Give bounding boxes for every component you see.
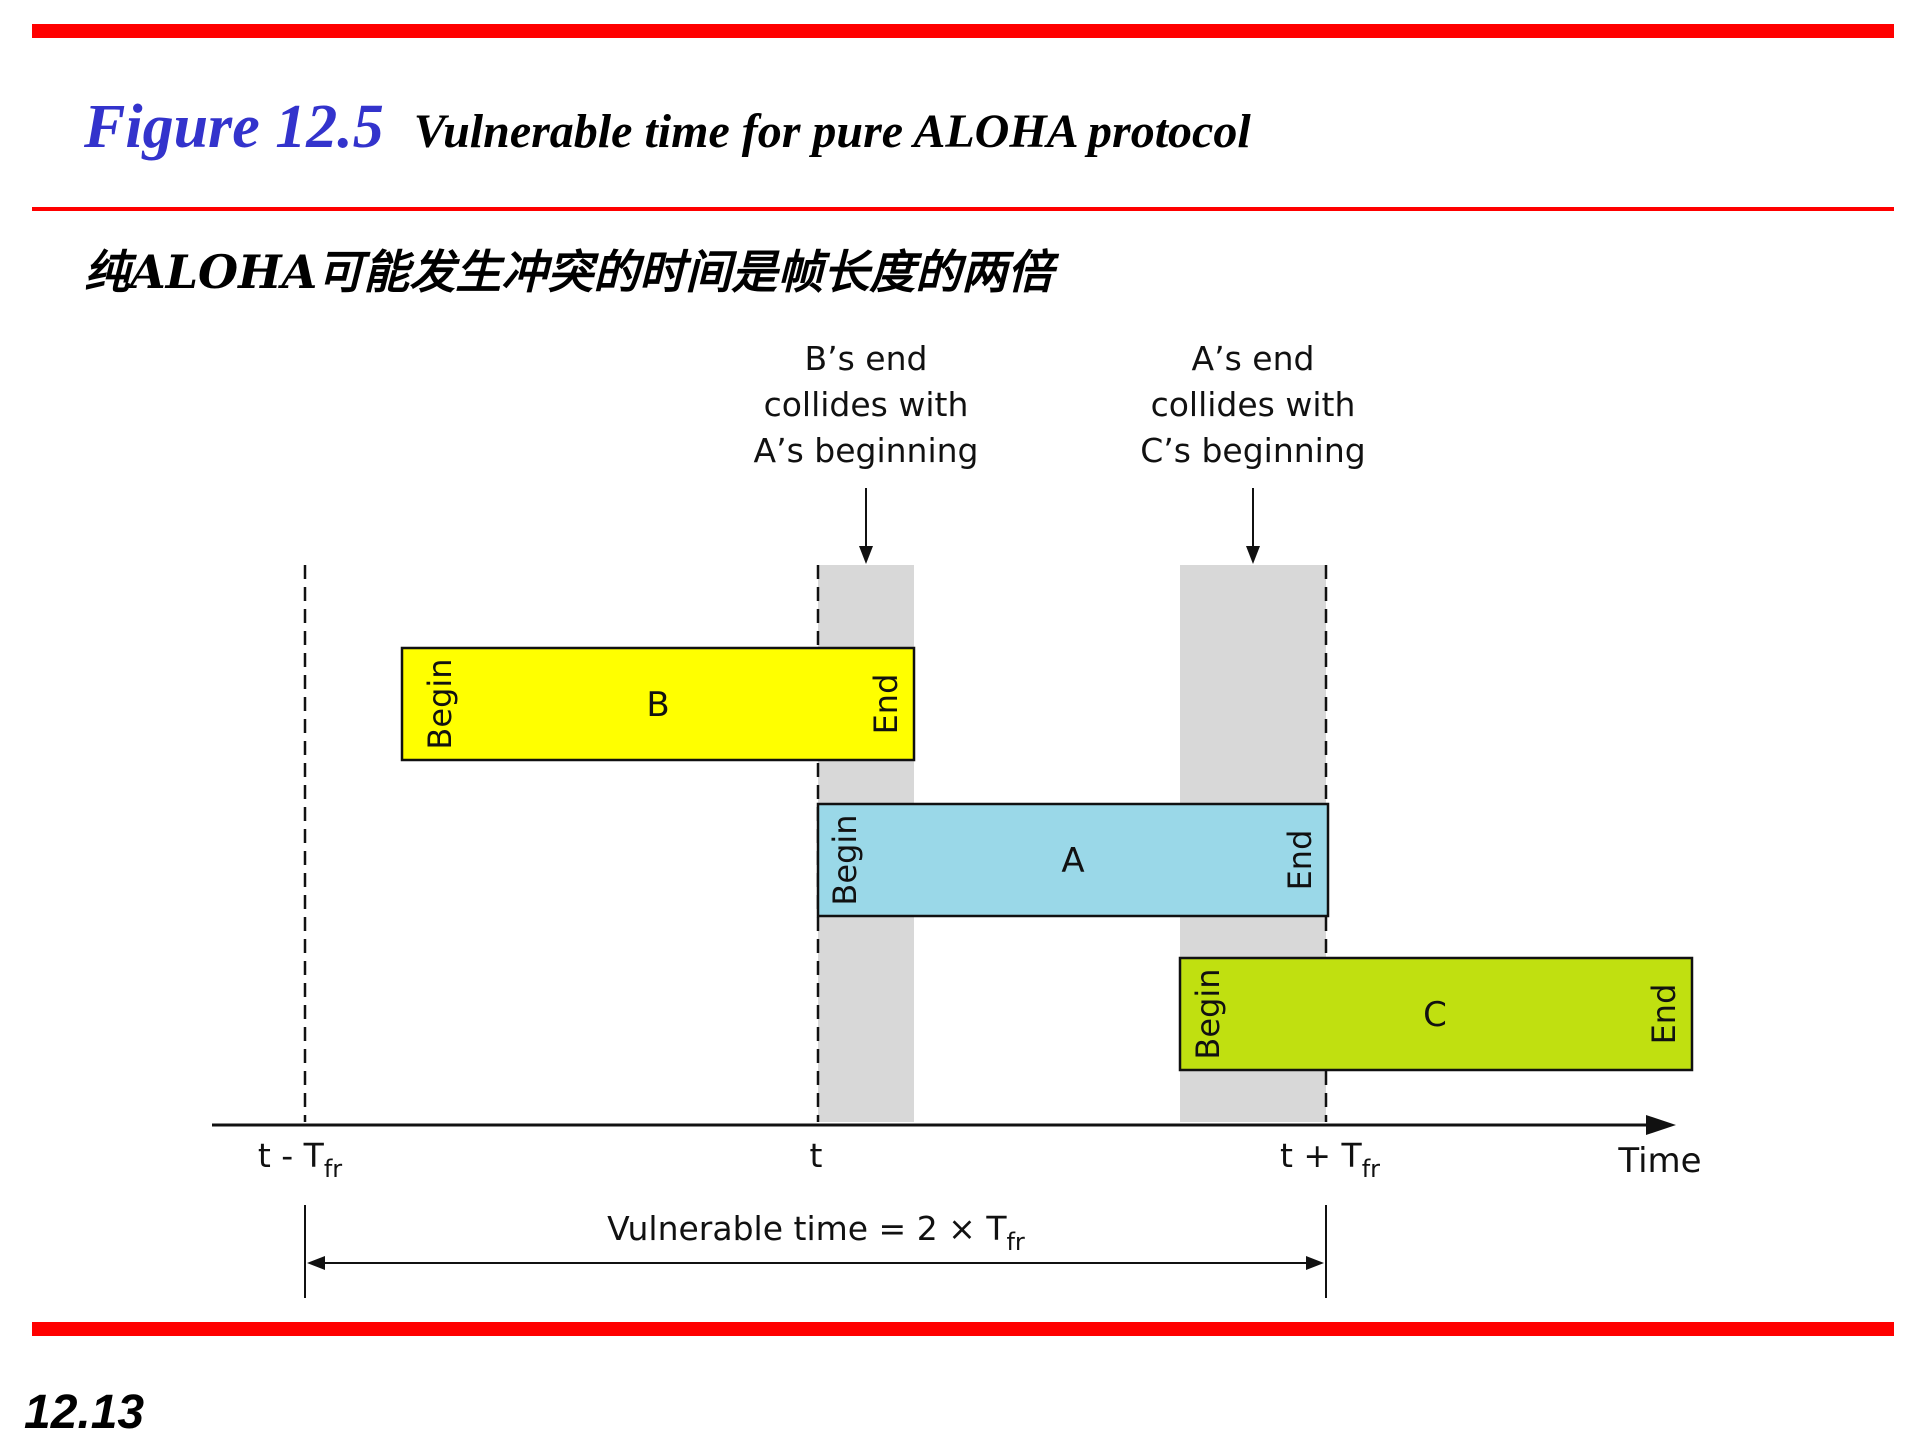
frame-b: Begin B End: [400, 646, 916, 762]
span-arrowhead-right: [1306, 1256, 1324, 1270]
annotation-left-line-1: B’s end: [805, 339, 928, 378]
vulnerable-time-label: Vulnerable time = 2 × Tfr: [607, 1209, 1025, 1256]
frame-b-begin-label: Begin: [421, 658, 459, 749]
annotation-left: B’s end collides with A’s beginning: [754, 339, 979, 470]
figure-title: Figure 12.5 Vulnerable time for pure ALOH…: [84, 92, 1251, 163]
figure-number: Figure 12.5: [84, 93, 384, 161]
time-axis-arrowhead: [1646, 1115, 1676, 1135]
bottom-rule: [32, 1322, 1894, 1336]
frame-c-end-label: End: [1645, 984, 1683, 1045]
span-arrowhead-left: [307, 1256, 325, 1270]
frame-b-end-label: End: [867, 674, 905, 735]
frame-a-label: A: [1061, 841, 1084, 881]
figure-caption: Vulnerable time for pure ALOHA protocol: [413, 105, 1251, 158]
frame-c-label: C: [1423, 995, 1447, 1035]
tick-label-t: t: [810, 1136, 823, 1175]
tick-t-minus-sub: fr: [324, 1155, 342, 1183]
tick-t-minus-main: t - T: [258, 1136, 325, 1175]
annotation-left-arrowhead: [859, 546, 873, 564]
annotation-right-line-1: A’s end: [1192, 339, 1315, 378]
tick-label-t-minus: t - Tfr: [258, 1136, 342, 1183]
title-rule: [32, 207, 1894, 211]
frame-b-label: B: [646, 685, 669, 725]
frame-a-box: [816, 802, 1330, 918]
frame-a-begin-label: Begin: [826, 814, 864, 905]
chinese-subtitle: 纯ALOHA可能发生冲突的时间是帧长度的两倍: [84, 245, 1054, 299]
top-rule: [32, 24, 1894, 38]
tick-t-plus-sub: fr: [1362, 1155, 1380, 1183]
frame-c-begin-label: Begin: [1189, 968, 1227, 1059]
frame-c: Begin C End: [1178, 956, 1694, 1072]
frame-a-end-label: End: [1281, 830, 1319, 891]
vulnerable-time-sub: fr: [1006, 1228, 1024, 1256]
page-number: 12.13: [24, 1386, 145, 1439]
frame-c-box: [1178, 956, 1694, 1072]
vulnerable-time-main: Vulnerable time = 2 × T: [607, 1209, 1007, 1248]
time-axis-label: Time: [1617, 1141, 1701, 1181]
annotation-left-line-3: A’s beginning: [754, 431, 979, 470]
annotation-right-line-3: C’s beginning: [1140, 431, 1365, 470]
frame-b-box: [400, 646, 916, 762]
annotation-left-line-2: collides with: [764, 385, 969, 424]
annotation-right-line-2: collides with: [1151, 385, 1356, 424]
tick-label-t-plus: t + Tfr: [1280, 1136, 1380, 1183]
annotation-right: A’s end collides with C’s beginning: [1140, 339, 1365, 470]
tick-t-plus-main: t + T: [1280, 1136, 1363, 1175]
annotation-right-arrowhead: [1246, 546, 1260, 564]
frame-a: Begin A End: [816, 802, 1330, 918]
